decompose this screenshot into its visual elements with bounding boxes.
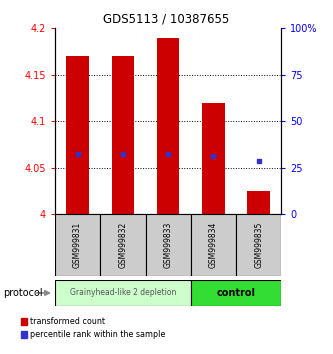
Bar (247, 191, 270, 214)
Text: GSM999831: GSM999831 (73, 222, 82, 268)
Text: GDS5113 / 10387655: GDS5113 / 10387655 (103, 12, 230, 25)
Bar (112, 56, 134, 214)
Legend: transformed count, percentile rank within the sample: transformed count, percentile rank withi… (21, 317, 166, 339)
Bar (157, 38, 179, 214)
Text: protocol: protocol (3, 288, 43, 298)
Text: GSM999835: GSM999835 (254, 222, 263, 268)
Bar (191, 280, 281, 306)
Text: GSM999834: GSM999834 (209, 222, 218, 268)
Text: GSM999833: GSM999833 (164, 222, 173, 268)
Bar (146, 214, 191, 276)
Text: GSM999832: GSM999832 (118, 222, 128, 268)
Text: Grainyhead-like 2 depletion: Grainyhead-like 2 depletion (70, 289, 176, 297)
Bar (55, 280, 191, 306)
Text: control: control (216, 288, 256, 298)
Bar (66, 56, 89, 214)
Bar (202, 103, 225, 214)
Bar (191, 214, 236, 276)
Bar (236, 214, 281, 276)
Bar (55, 214, 100, 276)
Bar (100, 214, 146, 276)
